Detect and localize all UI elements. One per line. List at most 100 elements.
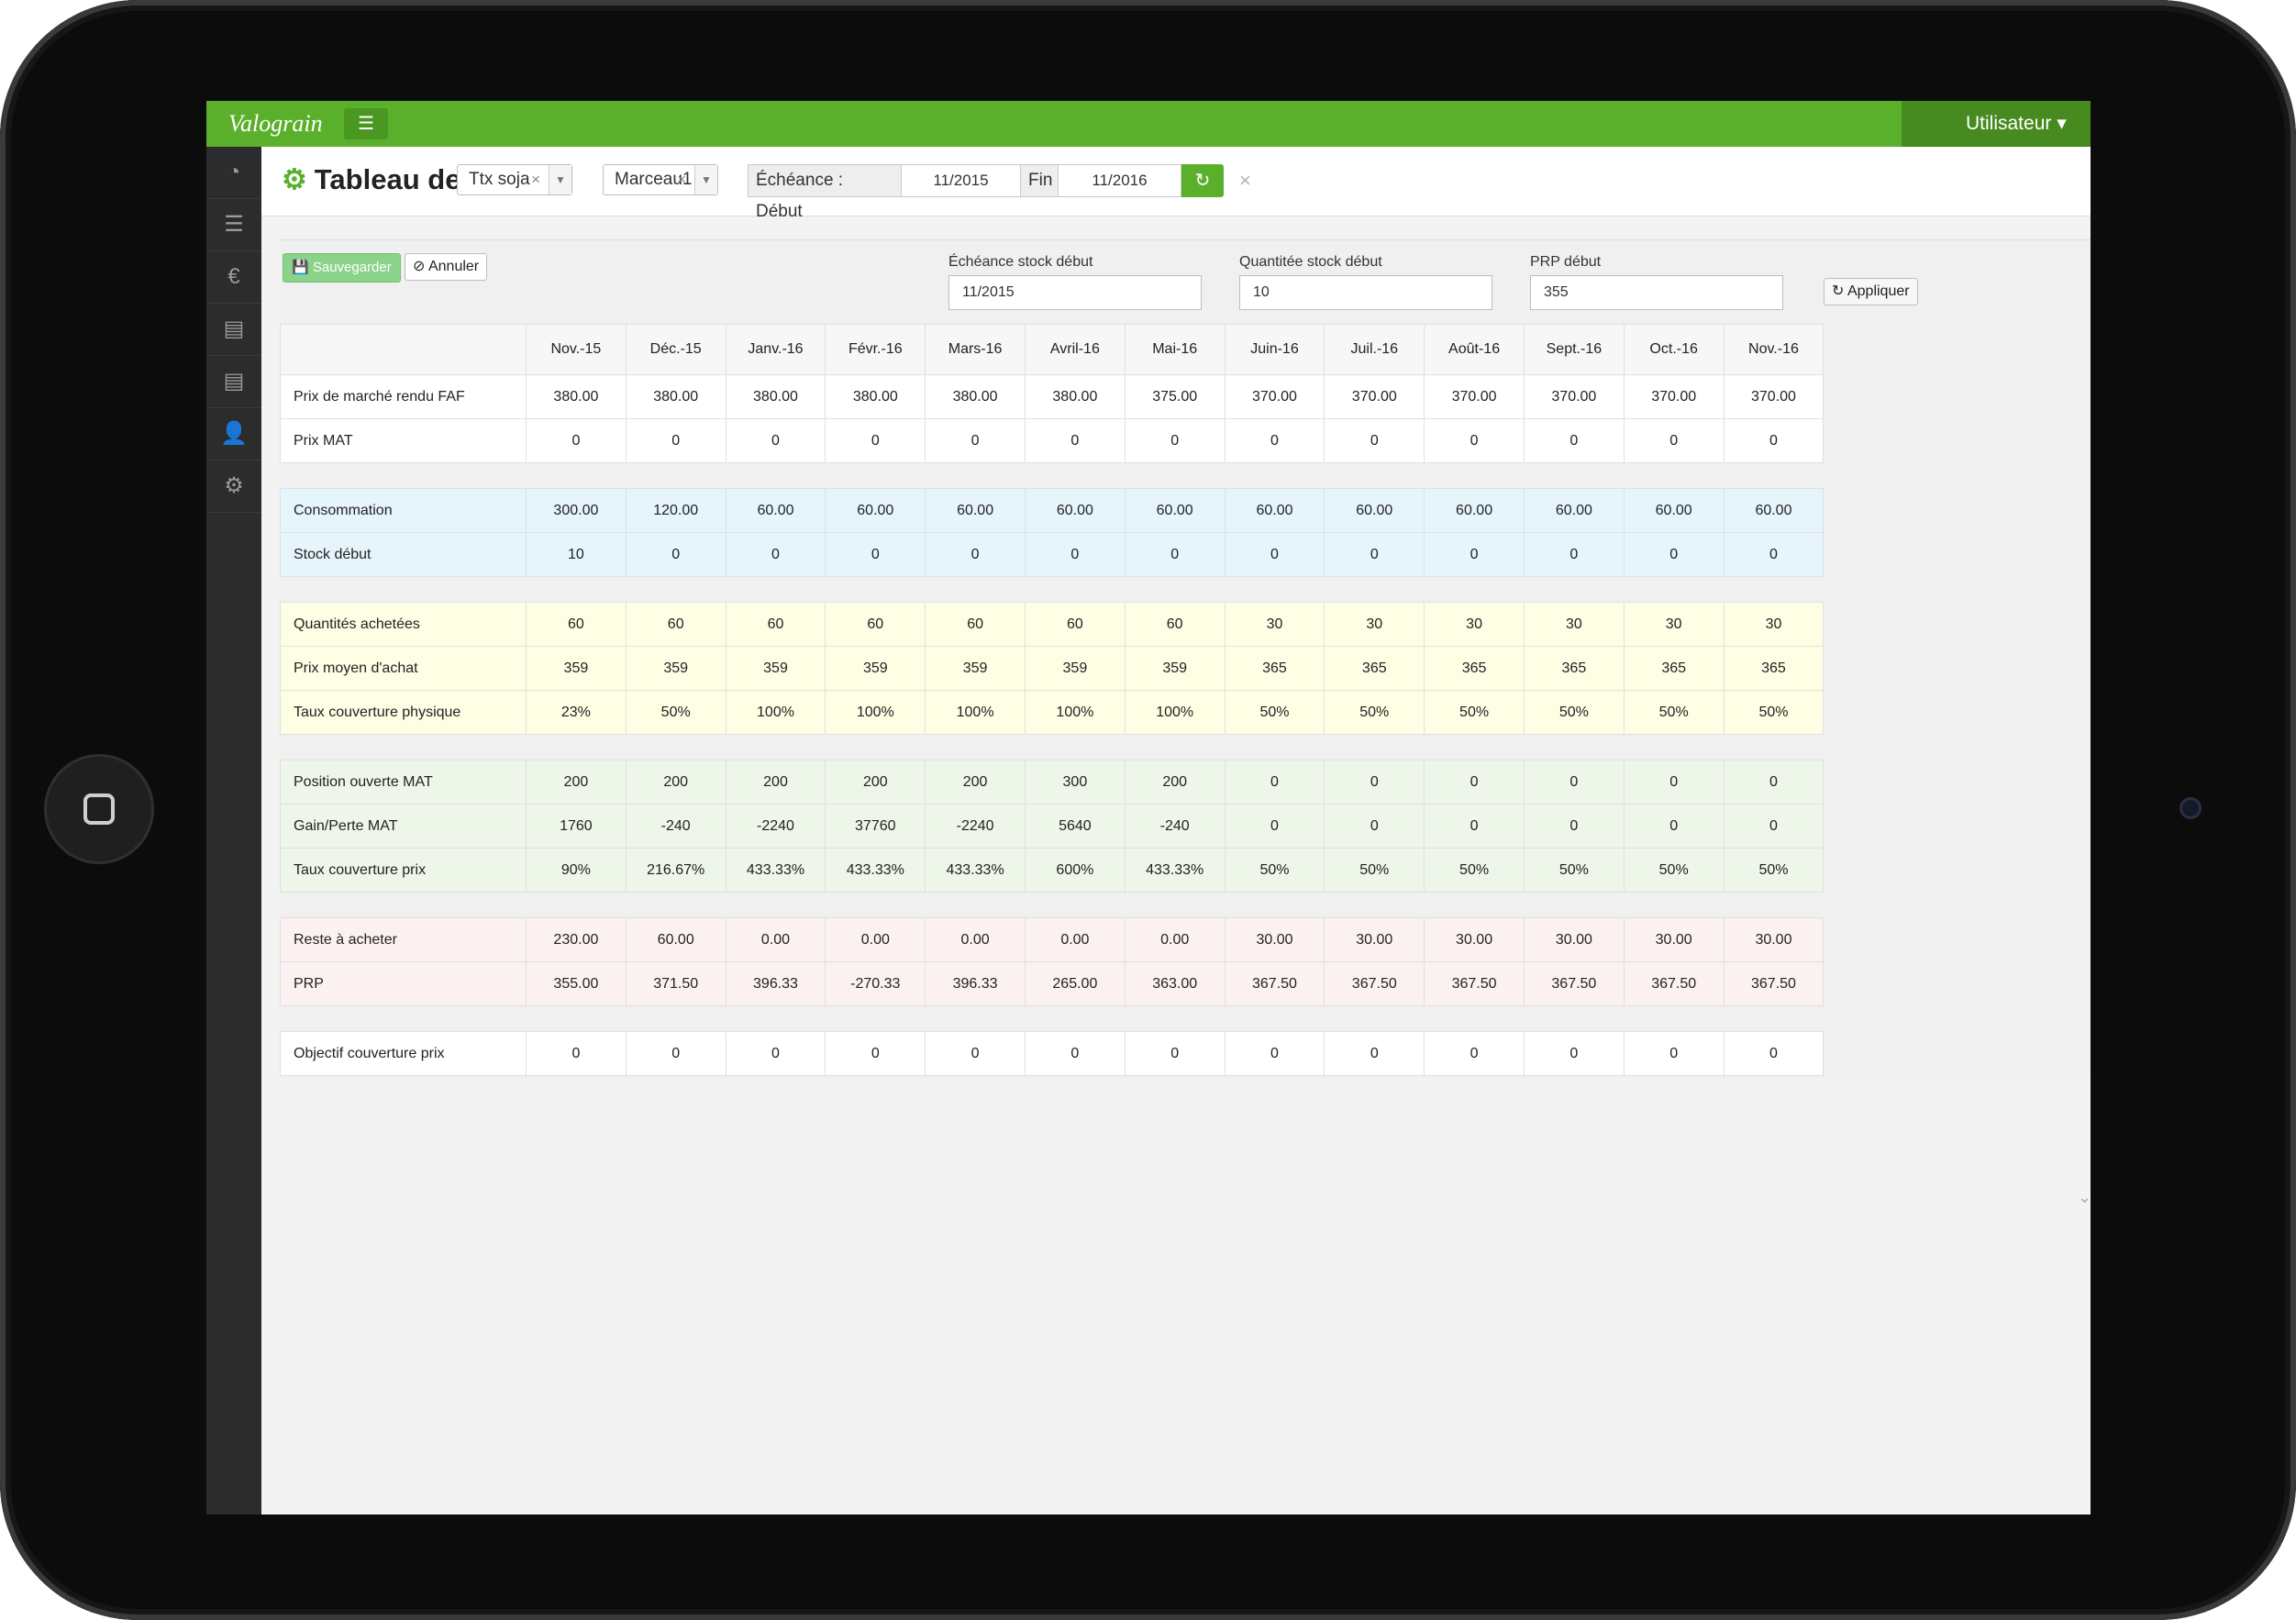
table-cell[interactable]: 0 (1723, 804, 1825, 849)
table-alt-icon[interactable]: ▤ (206, 356, 261, 408)
table-cell[interactable]: -270.33 (825, 961, 926, 1006)
refresh-icon[interactable]: ↻ (1181, 164, 1224, 197)
table-cell[interactable]: 0 (1024, 418, 1126, 463)
table-cell[interactable]: 0 (1424, 760, 1525, 804)
table-cell[interactable]: 100% (1024, 690, 1126, 735)
table-cell[interactable]: 0 (1124, 532, 1226, 577)
table-cell[interactable]: 60.00 (825, 488, 926, 533)
table-cell[interactable]: -2240 (725, 804, 826, 849)
table-cell[interactable]: 50% (1523, 848, 1625, 893)
table-cell[interactable]: 50% (1424, 690, 1525, 735)
table-cell[interactable]: 50% (1224, 848, 1325, 893)
table-cell[interactable]: 367.50 (1324, 961, 1425, 1006)
dashboard-icon[interactable]: ◔ (206, 147, 261, 199)
chevron-down-icon[interactable]: ▼ (694, 165, 717, 194)
settings-icon[interactable]: ⚙ (206, 460, 261, 513)
table-cell[interactable]: 30 (1623, 602, 1725, 647)
end-date-input[interactable]: 11/2016 (1058, 164, 1181, 197)
table-cell[interactable]: 0 (1424, 804, 1525, 849)
table-cell[interactable]: 0 (925, 418, 1026, 463)
table-cell[interactable]: 60 (1024, 602, 1126, 647)
table-cell[interactable]: 50% (1224, 690, 1325, 735)
table-cell[interactable]: 0 (1623, 760, 1725, 804)
table-cell[interactable]: 0 (825, 418, 926, 463)
table-cell[interactable]: 23% (526, 690, 627, 735)
table-cell[interactable]: 365 (1224, 646, 1325, 691)
chevron-down-icon[interactable]: ⌄ (2078, 1188, 2091, 1206)
table-cell[interactable]: 359 (526, 646, 627, 691)
table-cell[interactable]: 363.00 (1124, 961, 1226, 1006)
start-date-input[interactable]: 11/2015 (901, 164, 1021, 197)
table-cell[interactable]: 600% (1024, 848, 1126, 893)
table-cell[interactable]: 367.50 (1424, 961, 1525, 1006)
table-cell[interactable]: -2240 (925, 804, 1026, 849)
table-cell[interactable]: 216.67% (625, 848, 727, 893)
table-cell[interactable]: 0.00 (925, 917, 1026, 962)
table-cell[interactable]: 0 (1523, 418, 1625, 463)
table-cell[interactable]: 380.00 (526, 374, 627, 419)
table-cell[interactable]: 60.00 (1324, 488, 1425, 533)
table-cell[interactable]: 0 (1324, 804, 1425, 849)
table-cell[interactable]: 90% (526, 848, 627, 893)
table-cell[interactable]: 60 (1124, 602, 1226, 647)
table-cell[interactable]: 380.00 (725, 374, 826, 419)
table-cell[interactable]: 0 (1623, 1031, 1725, 1076)
close-icon[interactable]: × (1239, 169, 1251, 192)
table-cell[interactable]: 367.50 (1523, 961, 1625, 1006)
table-cell[interactable]: 300.00 (526, 488, 627, 533)
table-cell[interactable]: 0 (825, 1031, 926, 1076)
user-icon[interactable]: 👤 (206, 408, 261, 460)
table-cell[interactable]: 0 (1224, 804, 1325, 849)
table-cell[interactable]: 0 (1024, 532, 1126, 577)
table-cell[interactable]: 0.00 (725, 917, 826, 962)
table-cell[interactable]: 365 (1523, 646, 1625, 691)
farm-clear-icon[interactable]: × (677, 171, 686, 188)
table-cell[interactable]: 0 (725, 418, 826, 463)
table-cell[interactable]: 100% (825, 690, 926, 735)
table-cell[interactable]: 0 (1224, 532, 1325, 577)
table-cell[interactable]: 359 (825, 646, 926, 691)
table-cell[interactable]: 433.33% (925, 848, 1026, 893)
stock-date-input[interactable] (948, 275, 1202, 310)
table-cell[interactable]: 60.00 (725, 488, 826, 533)
table-cell[interactable]: 370.00 (1723, 374, 1825, 419)
table-cell[interactable]: 0 (625, 532, 727, 577)
table-cell[interactable]: 30 (1224, 602, 1325, 647)
chevron-down-icon[interactable]: ▼ (549, 165, 571, 194)
farm-select[interactable]: Marceau1 × ▼ (603, 164, 718, 195)
table-cell[interactable]: 0 (1424, 418, 1525, 463)
table-cell[interactable]: 60 (725, 602, 826, 647)
table-cell[interactable]: 0 (925, 1031, 1026, 1076)
table-cell[interactable]: 0 (1523, 532, 1625, 577)
table-cell[interactable]: 365 (1723, 646, 1825, 691)
table-cell[interactable]: 396.33 (925, 961, 1026, 1006)
table-cell[interactable]: 200 (925, 760, 1026, 804)
table-cell[interactable]: 359 (1124, 646, 1226, 691)
table-cell[interactable]: 60.00 (1024, 488, 1126, 533)
table-cell[interactable]: 60.00 (1424, 488, 1525, 533)
table-cell[interactable]: 30.00 (1623, 917, 1725, 962)
table-cell[interactable]: 0 (1124, 418, 1226, 463)
table-icon[interactable]: ▤ (206, 304, 261, 356)
table-cell[interactable]: 0 (526, 1031, 627, 1076)
table-cell[interactable]: 365 (1424, 646, 1525, 691)
table-cell[interactable]: 365 (1324, 646, 1425, 691)
table-cell[interactable]: 50% (625, 690, 727, 735)
table-cell[interactable]: 230.00 (526, 917, 627, 962)
table-cell[interactable]: 120.00 (625, 488, 727, 533)
table-cell[interactable]: 355.00 (526, 961, 627, 1006)
table-cell[interactable]: 200 (825, 760, 926, 804)
table-cell[interactable]: 359 (1024, 646, 1126, 691)
table-cell[interactable]: 50% (1723, 848, 1825, 893)
table-cell[interactable]: 433.33% (725, 848, 826, 893)
table-cell[interactable]: -240 (1124, 804, 1226, 849)
table-cell[interactable]: 0 (1224, 418, 1325, 463)
table-cell[interactable]: 359 (725, 646, 826, 691)
table-cell[interactable]: 396.33 (725, 961, 826, 1006)
table-cell[interactable]: 370.00 (1324, 374, 1425, 419)
table-cell[interactable]: 50% (1324, 848, 1425, 893)
table-cell[interactable]: 30.00 (1324, 917, 1425, 962)
apply-button[interactable]: ↻ Appliquer (1824, 278, 1918, 305)
table-cell[interactable]: 1760 (526, 804, 627, 849)
table-cell[interactable]: 0 (1723, 760, 1825, 804)
